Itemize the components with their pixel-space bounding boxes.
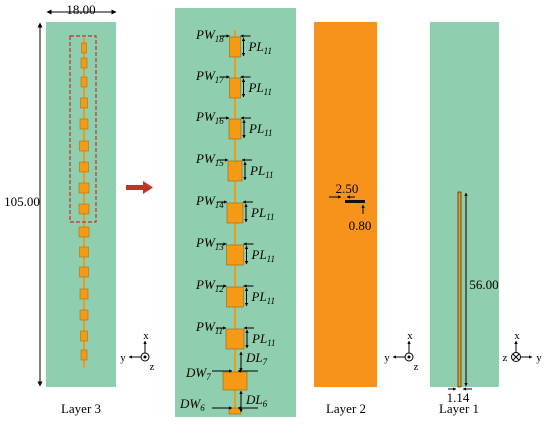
zoom-patch [226, 202, 244, 224]
pl-label: PL11 [250, 205, 275, 222]
layer2-caption: Layer 2 [326, 401, 366, 416]
layer1-width-label: 1.14 [447, 390, 470, 405]
layer3-caption: Layer 3 [61, 401, 101, 416]
zoom-patch [225, 328, 245, 350]
pw-label: PW16 [195, 109, 224, 126]
layer3-axis-y: y [120, 352, 126, 364]
pw-label: PW13 [195, 235, 224, 252]
patch [79, 118, 89, 130]
pl-label: PL11 [249, 163, 274, 180]
patch [81, 42, 87, 54]
zoom-patch [227, 160, 243, 182]
layer3-length-label: 105.00 [4, 194, 40, 209]
pl-label: PL11 [248, 80, 273, 97]
zoom-patch-dl7 [222, 371, 248, 391]
pw-label: PW12 [195, 277, 224, 294]
layer3-width-label: 18.00 [66, 2, 95, 17]
layer1-feed-line [457, 191, 462, 388]
layer1-axis-x: x [514, 330, 520, 342]
pl-label: PL11 [251, 247, 276, 264]
layer2-gap-label: 2.50 [336, 181, 359, 196]
patch [79, 140, 89, 152]
patch [80, 349, 88, 361]
layer3-zoom-highlight [69, 35, 97, 223]
patch [80, 330, 88, 342]
patch [78, 203, 90, 215]
patch [78, 182, 90, 194]
layer3-axis-z: z [150, 361, 155, 373]
dw6-label: DW6 [179, 396, 205, 413]
zoom-patch [226, 244, 244, 266]
patch [79, 266, 89, 278]
pl-label: PL11 [248, 121, 273, 138]
layer2-slot [345, 200, 365, 203]
pw-label: PW18 [195, 27, 224, 44]
zoom-patch-array [222, 36, 248, 415]
layer2-axis-x: x [407, 330, 413, 342]
zoom-patch [229, 77, 241, 99]
patch [79, 309, 89, 321]
layer2-axes-icon: x y z [384, 330, 418, 373]
layer1-caption: Layer 1 [439, 401, 479, 416]
dw7-label: DW7 [185, 365, 211, 382]
layer1-substrate [430, 22, 499, 387]
zoom-patch [228, 118, 242, 140]
pl-label: PL11 [248, 39, 273, 56]
patch [79, 246, 89, 258]
pl-label: PL11 [251, 331, 276, 348]
layer2-panel: 2.50 0.80 x y z Layer 2 [314, 22, 419, 416]
layer3-axis-x: x [143, 330, 149, 342]
layer1-axis-z: z [503, 352, 508, 364]
pw-label: PW17 [195, 68, 224, 85]
layer2-axis-z: z [414, 361, 419, 373]
dl7-label: DL7 [245, 350, 268, 367]
layer1-axis-y: y [536, 352, 542, 364]
layer1-axes-icon: x y z [503, 330, 543, 364]
layer1-panel: 56.00 1.14 x y z Layer 1 [430, 22, 542, 416]
layer3-patch-array [78, 42, 90, 361]
patch [80, 76, 88, 88]
zoom-patch [226, 286, 244, 308]
patch [80, 97, 88, 109]
layer3-axes-icon: x y z [120, 330, 154, 373]
pw-label: PW14 [195, 193, 224, 210]
layer2-ground-plane [314, 22, 377, 387]
pl-label: PL11 [251, 289, 276, 306]
layer3-panel: 18.00 105.00 x y z Layer 3 [4, 2, 154, 416]
dl6-label: DL6 [245, 392, 268, 409]
layer1-length-label: 56.00 [469, 277, 498, 292]
patch [79, 288, 89, 300]
patch [80, 57, 88, 69]
pw-label: PW15 [195, 151, 224, 168]
zoom-dimensions: PW18 PL11 PW17 PL11 PW16 PL11 PW15 PL11 PW14 PL11… [195, 27, 276, 349]
zoom-panel: PW18 PL11 PW17 PL11 PW16 PL11 PW15 PL11 PW14 PL11… [175, 8, 296, 417]
layer2-axis-y: y [384, 352, 390, 364]
patch [79, 161, 89, 173]
zoom-patch [229, 36, 241, 58]
zoom-patch-dl6 [228, 407, 242, 415]
patch [78, 226, 90, 238]
layer2-slot-label: 0.80 [349, 218, 372, 233]
pw-label: PW11 [195, 319, 223, 336]
zoom-arrow-icon [126, 181, 153, 194]
